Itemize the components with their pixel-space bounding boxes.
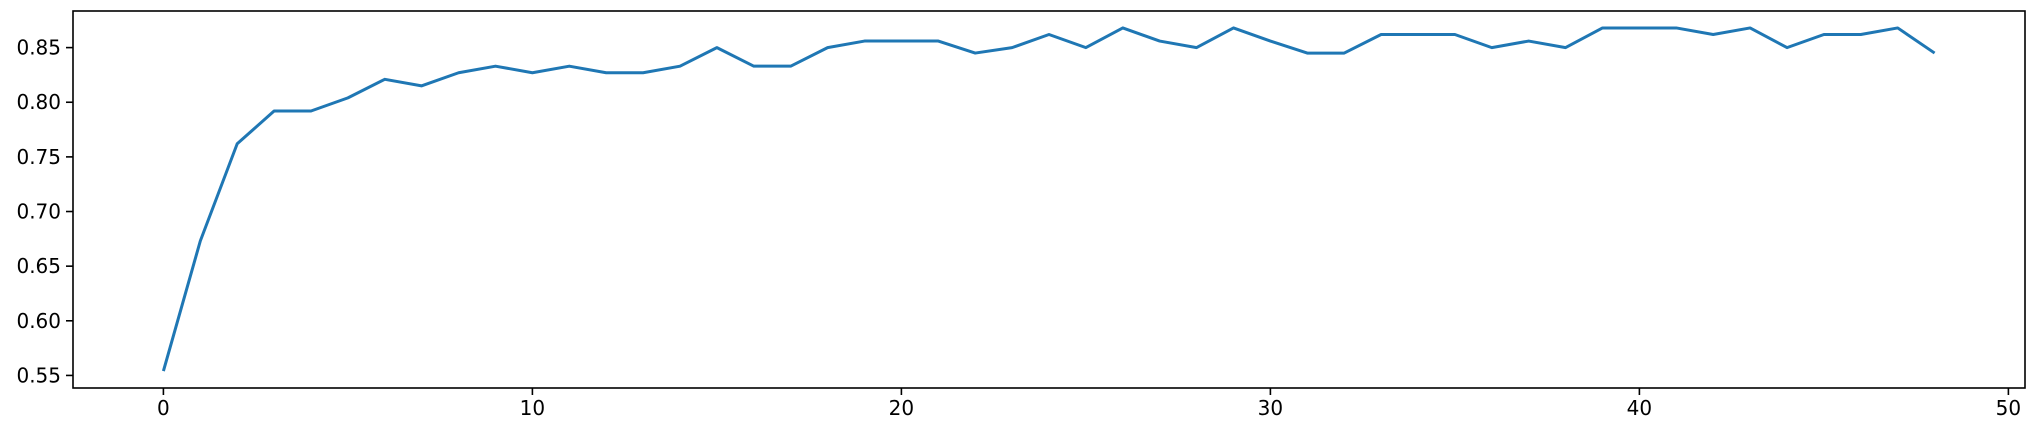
x-tick-label: 30 (1258, 396, 1283, 420)
series-layer (161, 26, 1936, 372)
x-tick-label: 10 (520, 396, 545, 420)
y-tick-label: 0.70 (16, 200, 61, 224)
x-axis: 0 10 20 30 40 50 (157, 388, 2021, 420)
x-tick-label: 40 (1627, 396, 1652, 420)
y-tick-label: 0.80 (16, 90, 61, 114)
y-axis: 0.55 0.60 0.65 0.70 0.75 0.80 0.85 (16, 36, 73, 387)
y-tick-label: 0.75 (16, 145, 61, 169)
plot-frame (72, 10, 2026, 389)
y-tick-label: 0.60 (16, 309, 61, 333)
x-tick-label: 50 (1996, 396, 2021, 420)
x-tick-label: 0 (157, 396, 170, 420)
y-tick-label: 0.55 (16, 363, 61, 387)
series-line (161, 26, 1936, 372)
y-tick-label: 0.85 (16, 36, 61, 60)
x-tick-label: 20 (889, 396, 914, 420)
y-tick-label: 0.65 (16, 254, 61, 278)
